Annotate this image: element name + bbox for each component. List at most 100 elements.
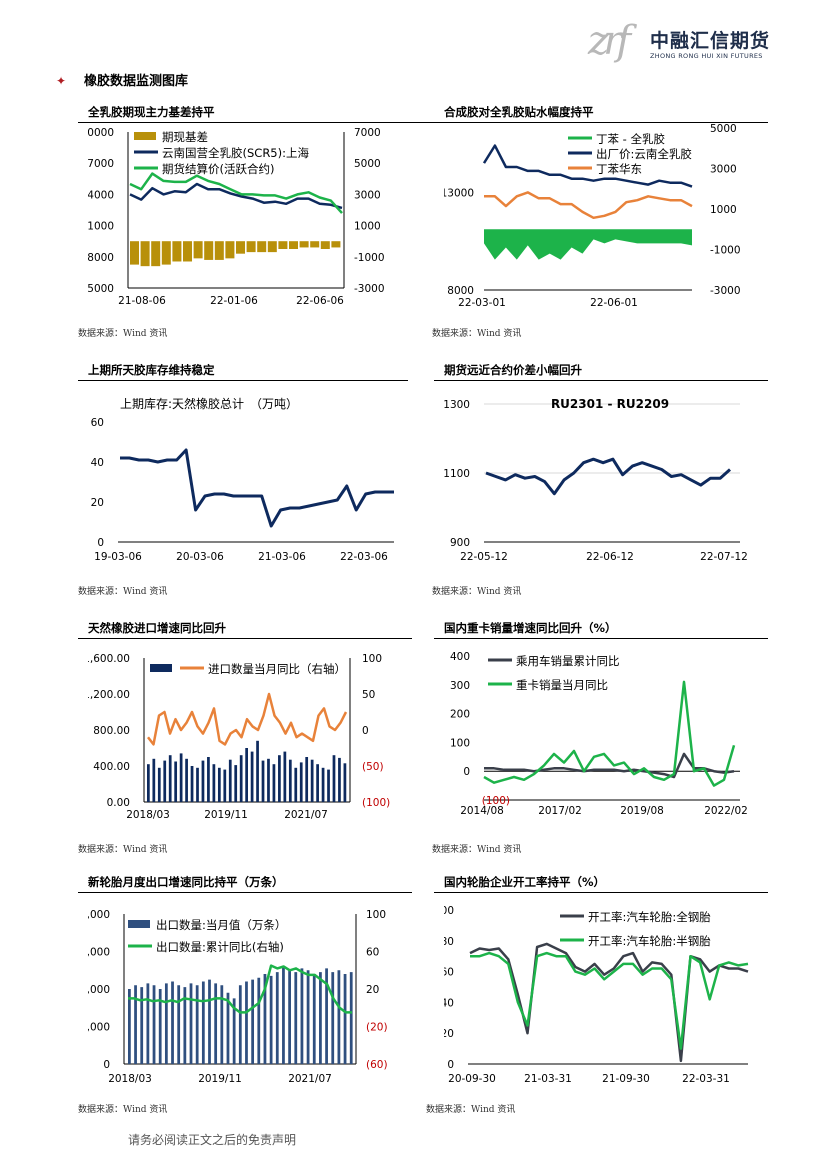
- import-bar: [316, 764, 319, 802]
- y-tick-label-right: 60: [366, 947, 379, 959]
- x-tick-label: 2021/07: [288, 1073, 332, 1085]
- panel-title: 天然橡胶进口增速同比回升: [88, 621, 226, 635]
- basis-bar: [289, 241, 299, 249]
- y-tick-label: 80: [444, 936, 454, 948]
- chart-tire-export: 0 2,000 4,000 6,000 8,000 (60) (20) 20 60 100 2018…: [88, 909, 388, 1085]
- import-bar: [321, 767, 325, 802]
- x-tick-label: 22-03-06: [340, 551, 388, 563]
- series-line-inventory: [120, 448, 394, 528]
- y-tick-label: 1300: [444, 399, 470, 411]
- panel-divider: [434, 638, 768, 639]
- import-bar: [261, 760, 265, 802]
- import-bar: [201, 760, 205, 802]
- import-bar: [310, 759, 314, 802]
- export-bar: [201, 981, 205, 1064]
- export-bar: [164, 983, 168, 1064]
- y-tick-label: 40: [91, 457, 104, 469]
- export-bar: [146, 983, 150, 1064]
- y-tick-label-left: 4,000: [88, 984, 110, 996]
- y-tick-label-left: 1,600.00: [88, 653, 130, 665]
- y-tick-label-right: 1000: [710, 204, 737, 216]
- y-tick-label-left: 8,000: [88, 909, 110, 921]
- basis-bar: [320, 241, 330, 249]
- y-tick-label-right: -3000: [354, 283, 385, 295]
- y-tick-label-right: (20): [366, 1022, 388, 1034]
- legend-label: 开工率:汽车轮胎:全钢胎: [588, 910, 711, 924]
- import-bar: [163, 760, 167, 802]
- export-bar: [152, 985, 156, 1064]
- chart-title: 上期库存:天然橡胶总计 （万吨）: [120, 396, 298, 411]
- x-tick-label: 2022/02: [704, 805, 748, 817]
- y-tick-label-right: 0: [362, 725, 369, 737]
- export-bar: [306, 970, 310, 1064]
- source-note: 数据来源：Wind 资讯: [432, 329, 522, 339]
- panel-title: 合成胶对全乳胶贴水幅度持平: [444, 105, 594, 119]
- x-tick-label: 2018/03: [108, 1073, 152, 1085]
- chart-tire-utilization: 0 20 40 60 80 100 20-09-30 21-03-31 21-09-30 22-0…: [444, 905, 749, 1085]
- import-bar: [343, 763, 347, 802]
- y-tick-label-right: 20: [366, 984, 379, 996]
- y-tick-label-right: 50: [362, 689, 375, 701]
- chart-rubber-import: 0.00 400.00 800.00 1,200.00 1,600.00 (100) (50…: [88, 653, 390, 821]
- x-tick-label: 22-06-12: [586, 551, 634, 563]
- basis-bar: [204, 241, 214, 260]
- panel-title: 国内轮胎企业开工率持平（%）: [444, 875, 606, 889]
- source-note: 数据来源：Wind 资讯: [78, 329, 168, 339]
- panel-tire-export: 新轮胎月度出口增速同比持平（万条） 0 2,000 4,000 6,000 8,000 (…: [78, 874, 468, 1124]
- series-line-car-sales: [484, 752, 735, 779]
- export-bar: [294, 972, 298, 1064]
- source-note: 数据来源：Wind 资讯: [426, 1105, 516, 1115]
- x-tick-label: 20-09-30: [448, 1073, 496, 1085]
- export-bar: [343, 974, 347, 1064]
- import-bar: [256, 740, 259, 802]
- section-title: ✦ 橡胶数据监测图库: [56, 70, 188, 89]
- y-tick-label-left: 20000: [88, 127, 114, 139]
- basis-bar: [140, 241, 150, 267]
- panel-tire-utilization: 国内轮胎企业开工率持平（%） 0 20 40 60 80 100 20-09-30 21-03…: [426, 874, 824, 1124]
- x-tick-label: 21-03-06: [258, 551, 306, 563]
- import-bar: [228, 759, 232, 802]
- legend-label: 丁苯 - 全乳胶: [596, 132, 665, 146]
- export-bar: [282, 966, 285, 1064]
- export-bar: [245, 981, 248, 1064]
- panel-divider: [434, 380, 768, 381]
- chart-truck-sales: (100) 0 100 200 300 400 2014/08 2017/02 2019/08 2…: [450, 651, 748, 817]
- basis-bar: [331, 241, 341, 248]
- legend-label: 出口数量:当月值（万条）: [156, 918, 286, 932]
- y-tick-label-left: 17000: [88, 158, 114, 170]
- export-bar: [158, 989, 162, 1064]
- y-tick-label-left: 2,000: [88, 1022, 110, 1034]
- panel-divider: [434, 122, 768, 123]
- y-tick-label-right: (100): [362, 797, 390, 809]
- import-bar: [245, 748, 248, 802]
- y-tick-label: 200: [450, 709, 470, 721]
- import-bar: [185, 758, 188, 802]
- export-bar: [238, 985, 242, 1064]
- x-tick-label: 2021/07: [284, 809, 328, 821]
- import-bar: [179, 753, 183, 802]
- series-line-truck-sales: [483, 680, 736, 787]
- export-bar: [208, 979, 211, 1064]
- series-line-sbr-east: [484, 191, 693, 220]
- x-tick-label: 19-03-06: [94, 551, 142, 563]
- basis-bar: [257, 241, 267, 253]
- y-tick-label-left: 8000: [447, 285, 474, 297]
- export-bar: [134, 985, 137, 1064]
- y-tick-label-right: -1000: [710, 245, 741, 257]
- y-tick-label: 1100: [444, 468, 470, 480]
- x-tick-label: 22-06-06: [296, 295, 344, 307]
- y-tick-label: 900: [450, 537, 470, 549]
- import-bar: [272, 764, 276, 802]
- import-bar: [217, 767, 221, 802]
- legend-label: 期货结算价(活跃合约): [162, 162, 274, 176]
- legend-label: 出厂价:云南全乳胶: [596, 147, 692, 161]
- import-bar: [299, 762, 303, 802]
- x-tick-label: 22-06-01: [590, 297, 638, 309]
- import-bar: [168, 755, 172, 802]
- y-tick-label-right: -1000: [354, 252, 385, 264]
- y-tick-label-left: 0: [103, 1059, 110, 1071]
- import-bar: [283, 751, 287, 802]
- logo-chinese-name: 中融汇信期货: [650, 30, 771, 52]
- y-tick-label-right: 7000: [354, 127, 381, 139]
- panel-contract-spread: 期货远近合约价差小幅回升 900 1100 1300 22-05-12 22-06-12…: [432, 362, 824, 612]
